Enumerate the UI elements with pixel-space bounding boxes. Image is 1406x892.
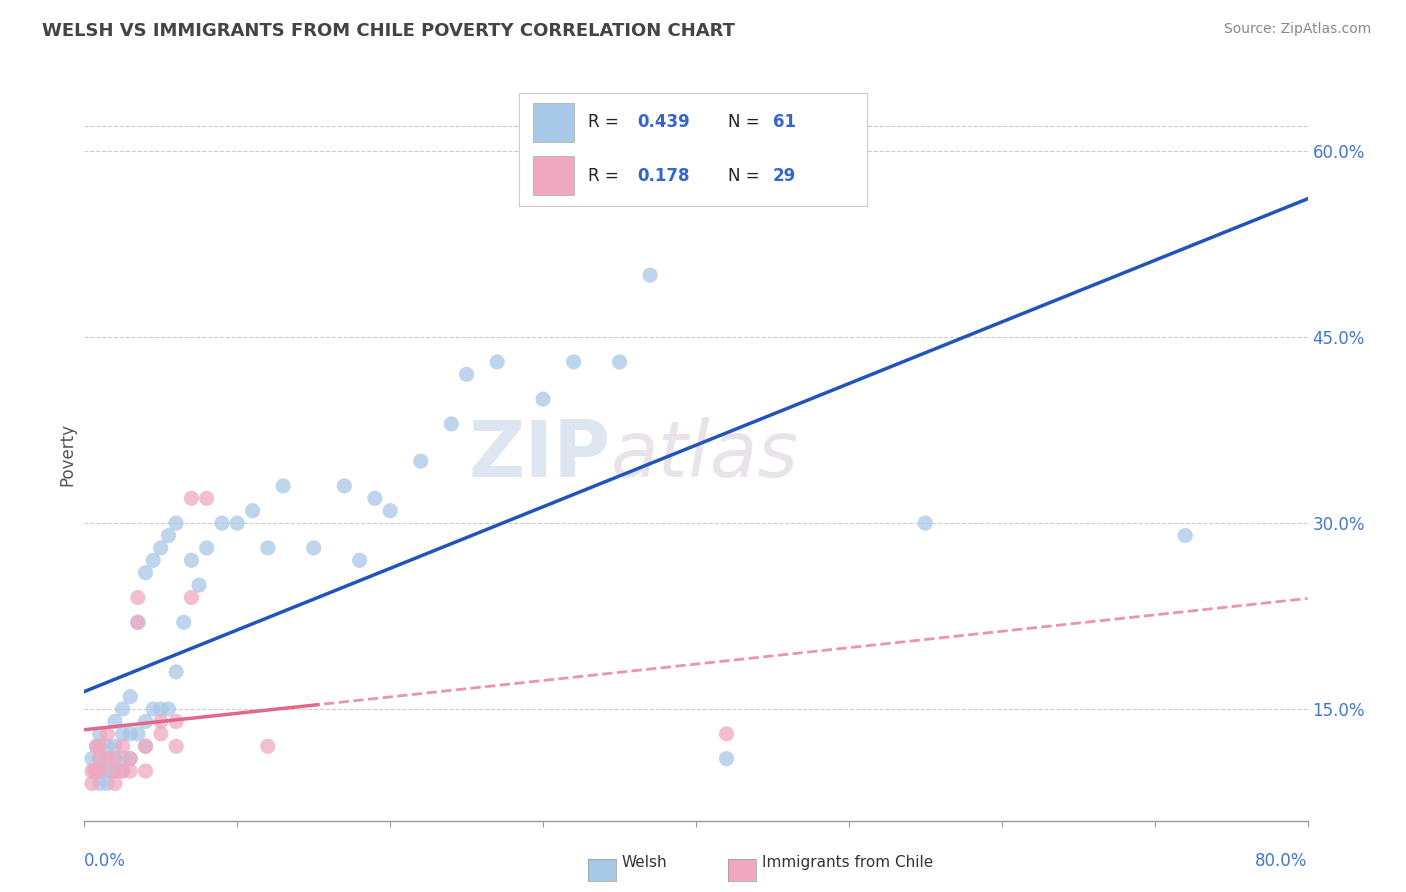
Point bbox=[120, 752, 142, 766]
Point bbox=[127, 591, 149, 605]
Point bbox=[180, 491, 202, 506]
Point bbox=[211, 516, 233, 530]
Point bbox=[104, 776, 127, 790]
Point bbox=[180, 591, 202, 605]
Point bbox=[1174, 528, 1197, 542]
Point bbox=[180, 553, 202, 567]
Point bbox=[135, 566, 157, 580]
Point bbox=[149, 541, 172, 555]
Point bbox=[120, 764, 142, 778]
Point bbox=[89, 739, 111, 754]
Text: Source: ZipAtlas.com: Source: ZipAtlas.com bbox=[1223, 22, 1371, 37]
Point bbox=[101, 764, 124, 778]
Point bbox=[111, 739, 134, 754]
Point bbox=[89, 752, 111, 766]
Point bbox=[111, 752, 134, 766]
Point bbox=[716, 727, 738, 741]
Point bbox=[157, 702, 180, 716]
Point bbox=[120, 752, 142, 766]
Point bbox=[104, 764, 127, 778]
Point bbox=[96, 739, 118, 754]
Point bbox=[96, 764, 118, 778]
Point bbox=[127, 615, 149, 630]
Point bbox=[165, 516, 187, 530]
Point bbox=[111, 764, 134, 778]
Point bbox=[111, 764, 134, 778]
Y-axis label: Poverty: Poverty bbox=[58, 424, 76, 486]
Point bbox=[89, 727, 111, 741]
Point bbox=[456, 368, 478, 382]
Text: WELSH VS IMMIGRANTS FROM CHILE POVERTY CORRELATION CHART: WELSH VS IMMIGRANTS FROM CHILE POVERTY C… bbox=[42, 22, 735, 40]
Point bbox=[89, 776, 111, 790]
Point bbox=[226, 516, 249, 530]
Point bbox=[104, 752, 127, 766]
Point bbox=[111, 702, 134, 716]
Point bbox=[104, 739, 127, 754]
Point bbox=[120, 727, 142, 741]
Point bbox=[302, 541, 325, 555]
Point bbox=[195, 541, 218, 555]
Point bbox=[440, 417, 463, 431]
Point bbox=[142, 702, 165, 716]
Point bbox=[165, 739, 187, 754]
Text: atlas: atlas bbox=[610, 417, 799, 493]
Point bbox=[86, 739, 108, 754]
Point bbox=[96, 752, 118, 766]
Point bbox=[120, 690, 142, 704]
Point bbox=[271, 479, 294, 493]
Text: Welsh: Welsh bbox=[621, 855, 666, 870]
Point bbox=[135, 764, 157, 778]
Point bbox=[157, 528, 180, 542]
Point bbox=[257, 541, 280, 555]
Point bbox=[89, 764, 111, 778]
Point bbox=[104, 752, 127, 766]
Point bbox=[638, 268, 661, 282]
Point bbox=[188, 578, 211, 592]
Point bbox=[257, 739, 280, 754]
Point bbox=[486, 355, 509, 369]
Point bbox=[149, 727, 172, 741]
Point bbox=[364, 491, 387, 506]
Point bbox=[96, 727, 118, 741]
Point bbox=[333, 479, 356, 493]
Point bbox=[80, 776, 103, 790]
Point bbox=[349, 553, 371, 567]
Point bbox=[380, 504, 402, 518]
Text: Immigrants from Chile: Immigrants from Chile bbox=[762, 855, 934, 870]
Point bbox=[135, 714, 157, 729]
Point bbox=[562, 355, 585, 369]
Point bbox=[96, 752, 118, 766]
Text: ZIP: ZIP bbox=[468, 417, 610, 493]
Point bbox=[135, 739, 157, 754]
Point bbox=[531, 392, 554, 406]
Point bbox=[80, 764, 103, 778]
Point bbox=[104, 714, 127, 729]
Text: 0.0%: 0.0% bbox=[84, 852, 127, 870]
Point bbox=[84, 764, 107, 778]
Point bbox=[84, 764, 107, 778]
Point bbox=[165, 714, 187, 729]
Point bbox=[165, 665, 187, 679]
Point bbox=[409, 454, 432, 468]
Point bbox=[149, 714, 172, 729]
Point bbox=[127, 615, 149, 630]
Point bbox=[242, 504, 264, 518]
Point bbox=[89, 752, 111, 766]
Point bbox=[86, 739, 108, 754]
Point bbox=[135, 739, 157, 754]
Text: 80.0%: 80.0% bbox=[1256, 852, 1308, 870]
Point bbox=[609, 355, 631, 369]
Point bbox=[142, 553, 165, 567]
Point bbox=[716, 752, 738, 766]
Point bbox=[914, 516, 936, 530]
Point bbox=[89, 764, 111, 778]
Point bbox=[111, 727, 134, 741]
Point bbox=[149, 702, 172, 716]
Point bbox=[104, 764, 127, 778]
Point bbox=[80, 752, 103, 766]
Point bbox=[127, 727, 149, 741]
Point bbox=[173, 615, 195, 630]
Point bbox=[195, 491, 218, 506]
Point bbox=[96, 776, 118, 790]
